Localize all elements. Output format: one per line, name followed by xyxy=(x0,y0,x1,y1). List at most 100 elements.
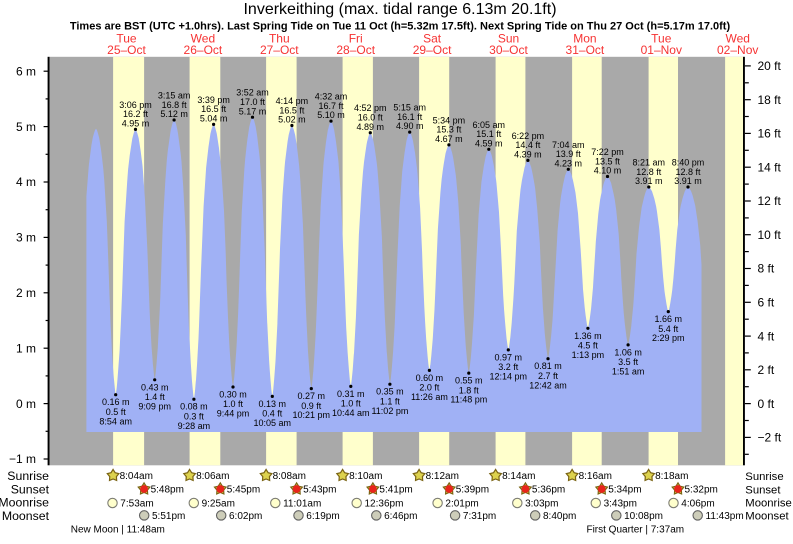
svg-text:3.91 m: 3.91 m xyxy=(635,176,663,186)
svg-text:3:43pm: 3:43pm xyxy=(604,499,637,510)
svg-text:Moonrise: Moonrise xyxy=(0,496,49,510)
svg-text:2 m: 2 m xyxy=(16,286,36,300)
svg-text:4.95 m: 4.95 m xyxy=(122,119,150,129)
svg-text:Wed: Wed xyxy=(725,32,749,46)
svg-text:3.91 m: 3.91 m xyxy=(674,176,702,186)
svg-text:10 ft: 10 ft xyxy=(758,228,782,242)
svg-text:Sat: Sat xyxy=(423,32,442,46)
svg-text:16.7 ft: 16.7 ft xyxy=(318,101,344,111)
svg-text:15.3 ft: 15.3 ft xyxy=(436,125,462,135)
svg-text:30–Oct: 30–Oct xyxy=(489,43,528,57)
svg-text:Sunset: Sunset xyxy=(11,483,50,497)
svg-text:9:44 pm: 9:44 pm xyxy=(217,409,250,419)
svg-text:16.1 ft: 16.1 ft xyxy=(397,112,423,122)
svg-text:Sun: Sun xyxy=(498,32,519,46)
svg-text:5:51pm: 5:51pm xyxy=(152,511,185,522)
svg-text:4:52 pm: 4:52 pm xyxy=(354,103,387,113)
svg-text:14 ft: 14 ft xyxy=(758,160,782,174)
svg-text:3:06 pm: 3:06 pm xyxy=(119,100,152,110)
svg-text:16.0 ft: 16.0 ft xyxy=(358,113,384,123)
svg-text:8:40 pm: 8:40 pm xyxy=(672,158,705,168)
svg-text:3.5 ft: 3.5 ft xyxy=(618,357,639,367)
svg-text:16.8 ft: 16.8 ft xyxy=(162,100,188,110)
svg-text:0.3 ft: 0.3 ft xyxy=(184,411,205,421)
svg-text:New Moon | 11:48am: New Moon | 11:48am xyxy=(71,525,165,536)
svg-text:0.97 m: 0.97 m xyxy=(495,352,523,362)
svg-text:3.2 ft: 3.2 ft xyxy=(498,362,519,372)
svg-text:1 m: 1 m xyxy=(16,341,36,355)
svg-text:3:03pm: 3:03pm xyxy=(525,499,558,510)
svg-text:0.35 m: 0.35 m xyxy=(376,387,404,397)
svg-text:5:41pm: 5:41pm xyxy=(379,485,412,496)
svg-text:7:53am: 7:53am xyxy=(120,499,153,510)
svg-text:8:12am: 8:12am xyxy=(426,471,459,482)
svg-text:4 m: 4 m xyxy=(16,175,36,189)
svg-text:6:19pm: 6:19pm xyxy=(306,511,339,522)
svg-text:Tue: Tue xyxy=(651,32,672,46)
svg-text:12.8 ft: 12.8 ft xyxy=(636,167,662,177)
svg-text:11:48 pm: 11:48 pm xyxy=(450,395,487,405)
svg-text:12:36pm: 12:36pm xyxy=(365,499,404,510)
svg-text:8:10am: 8:10am xyxy=(349,471,382,482)
svg-text:2:01pm: 2:01pm xyxy=(445,499,478,510)
svg-text:1.0 ft: 1.0 ft xyxy=(223,399,244,409)
svg-text:5:15 am: 5:15 am xyxy=(393,103,426,113)
svg-text:16 ft: 16 ft xyxy=(758,127,782,141)
svg-text:02–Nov: 02–Nov xyxy=(717,43,758,57)
svg-text:4:06pm: 4:06pm xyxy=(681,499,714,510)
svg-text:5.12 m: 5.12 m xyxy=(160,109,188,119)
svg-text:28–Oct: 28–Oct xyxy=(336,43,375,57)
svg-text:6:02pm: 6:02pm xyxy=(229,511,262,522)
svg-text:13.9 ft: 13.9 ft xyxy=(556,149,582,159)
svg-text:0.4 ft: 0.4 ft xyxy=(262,409,283,419)
svg-text:4.89 m: 4.89 m xyxy=(357,122,385,132)
svg-text:8:54 am: 8:54 am xyxy=(99,416,132,426)
svg-text:4.5 ft: 4.5 ft xyxy=(578,341,599,351)
svg-text:5:39pm: 5:39pm xyxy=(456,485,489,496)
svg-text:8:16am: 8:16am xyxy=(579,471,612,482)
svg-text:0 ft: 0 ft xyxy=(758,397,775,411)
svg-text:−1 m: −1 m xyxy=(9,452,36,466)
svg-text:8:18am: 8:18am xyxy=(655,471,688,482)
svg-text:17.0 ft: 17.0 ft xyxy=(240,97,266,107)
svg-text:Fri: Fri xyxy=(349,32,363,46)
svg-text:5:34pm: 5:34pm xyxy=(608,485,641,496)
svg-text:0.9 ft: 0.9 ft xyxy=(301,401,322,411)
svg-text:9:25am: 9:25am xyxy=(202,499,235,510)
svg-text:1.36 m: 1.36 m xyxy=(574,331,602,341)
svg-text:0.60 m: 0.60 m xyxy=(416,373,444,383)
svg-text:10:05 am: 10:05 am xyxy=(254,418,292,428)
svg-text:8:40pm: 8:40pm xyxy=(543,511,576,522)
svg-text:1.4 ft: 1.4 ft xyxy=(145,392,166,402)
svg-text:12:14 pm: 12:14 pm xyxy=(490,372,528,382)
svg-text:Moonrise: Moonrise xyxy=(745,498,791,510)
svg-text:Sunset: Sunset xyxy=(745,484,781,496)
svg-text:1:51 am: 1:51 am xyxy=(612,367,645,377)
svg-text:Inverkeithing (max. tidal rang: Inverkeithing (max. tidal range 6.13m 20… xyxy=(243,1,556,18)
svg-text:0.27 m: 0.27 m xyxy=(298,391,326,401)
svg-text:0.43 m: 0.43 m xyxy=(141,382,169,392)
svg-text:16.5 ft: 16.5 ft xyxy=(201,104,227,114)
svg-text:8:04am: 8:04am xyxy=(120,471,153,482)
svg-text:10:08pm: 10:08pm xyxy=(624,511,663,522)
svg-text:2:29 pm: 2:29 pm xyxy=(652,333,685,343)
svg-text:8:06am: 8:06am xyxy=(196,471,229,482)
svg-text:Moonset: Moonset xyxy=(2,509,50,523)
svg-text:0.31 m: 0.31 m xyxy=(337,389,365,399)
svg-text:3:52 am: 3:52 am xyxy=(236,88,269,98)
svg-text:11:43pm: 11:43pm xyxy=(706,511,744,522)
svg-text:−2 ft: −2 ft xyxy=(758,431,782,445)
svg-text:Sunrise: Sunrise xyxy=(745,471,783,483)
svg-text:1.1 ft: 1.1 ft xyxy=(380,396,401,406)
svg-text:5:48pm: 5:48pm xyxy=(151,485,184,496)
svg-text:11:01am: 11:01am xyxy=(283,499,321,510)
svg-text:5.4 ft: 5.4 ft xyxy=(658,324,679,334)
svg-text:4.23 m: 4.23 m xyxy=(555,158,583,168)
svg-text:11:02 pm: 11:02 pm xyxy=(371,406,408,416)
svg-text:Sunrise: Sunrise xyxy=(7,469,49,483)
svg-text:0 m: 0 m xyxy=(16,397,36,411)
svg-text:16.5 ft: 16.5 ft xyxy=(279,105,305,115)
svg-text:8 ft: 8 ft xyxy=(758,262,775,276)
svg-text:3:15 am: 3:15 am xyxy=(158,91,191,101)
svg-text:5.02 m: 5.02 m xyxy=(278,115,306,125)
